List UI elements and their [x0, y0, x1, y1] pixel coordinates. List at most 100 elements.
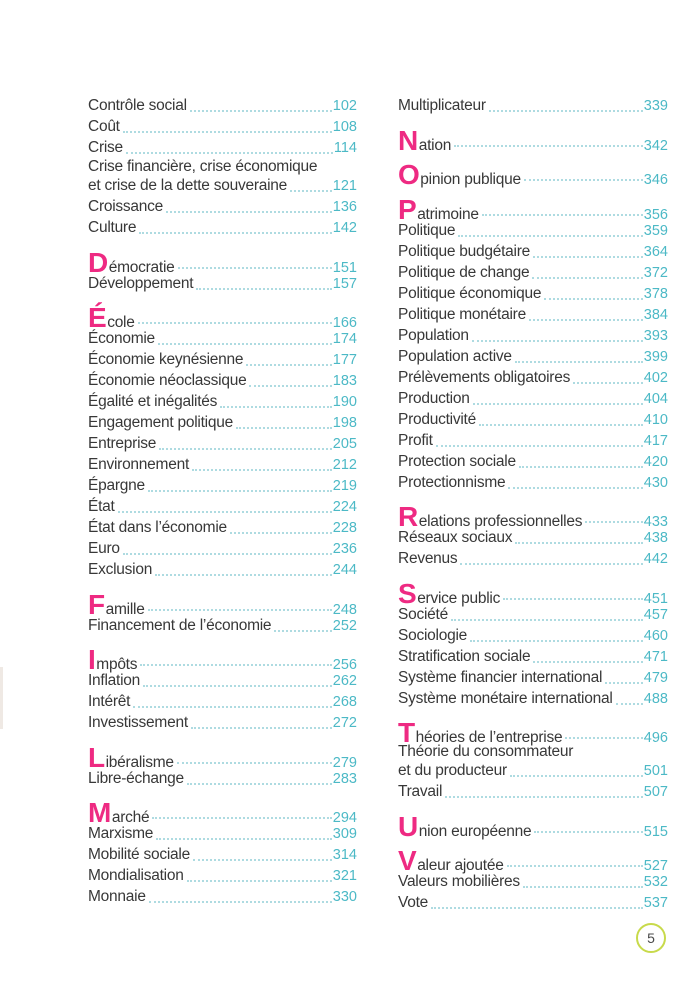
toc-entry[interactable]: Profit 417: [398, 430, 668, 451]
toc-entry[interactable]: Production 404: [398, 388, 668, 409]
dotted-leader: [229, 532, 332, 534]
toc-entry[interactable]: Marché 294: [88, 799, 357, 827]
toc-entry[interactable]: Relations professionnelles 433: [398, 503, 668, 531]
toc-entry-line1: Crise financière, crise économique: [88, 158, 357, 175]
dotted-leader: [140, 664, 332, 666]
toc-entry[interactable]: Entreprise 205: [88, 433, 357, 454]
toc-entry[interactable]: Population active 399: [398, 346, 668, 367]
toc-entry[interactable]: Euro 236: [88, 538, 357, 559]
toc-entry[interactable]: Société 457: [398, 604, 668, 625]
toc-entry[interactable]: Famille 248: [88, 590, 357, 618]
toc-entry[interactable]: Valeurs mobilières 532: [398, 871, 668, 892]
toc-entry[interactable]: Environnement 212: [88, 454, 357, 475]
toc-entry[interactable]: Nation 342: [398, 126, 668, 154]
toc-section: Théories de l’entreprise 496 Théorie du co…: [398, 719, 668, 802]
toc-entry[interactable]: Libre-échange 283: [88, 768, 357, 789]
toc-entry[interactable]: Revenus 442: [398, 548, 668, 569]
dotted-leader: [177, 266, 332, 269]
toc-entry[interactable]: Intérêt 268: [88, 691, 357, 712]
toc-entry[interactable]: Théories de l’entreprise 496: [398, 719, 668, 747]
toc-entry[interactable]: Multiplicateur 339: [398, 95, 668, 116]
toc-entry[interactable]: Travail 507: [398, 781, 668, 802]
entry-label-rest: pinion publique: [420, 171, 521, 188]
dotted-leader: [573, 381, 643, 384]
toc-entry[interactable]: Croissance 136: [88, 196, 357, 217]
toc-entry[interactable]: École 166: [88, 304, 357, 332]
toc-entry[interactable]: Politique monétaire 384: [398, 304, 668, 325]
entry-label: Service public: [398, 579, 500, 609]
toc-entry[interactable]: Système financier international 479: [398, 667, 668, 688]
toc-entry[interactable]: Valeur ajoutée 527: [398, 847, 668, 875]
toc-section: Libéralisme 279 Libre-échange 283: [88, 743, 357, 789]
toc-entry[interactable]: Prélèvements obligatoires 402: [398, 367, 668, 388]
toc-entry[interactable]: État dans l’économie 228: [88, 517, 357, 538]
entry-label: Famille: [88, 590, 145, 620]
toc-entry[interactable]: Patrimoine 356: [398, 195, 668, 223]
section-initial-letter: R: [398, 501, 419, 532]
toc-entry[interactable]: Inflation 262: [88, 670, 357, 691]
toc-entry[interactable]: Politique 359: [398, 220, 668, 241]
toc-entry[interactable]: Mondialisation 321: [88, 865, 357, 886]
toc-entry[interactable]: Productivité 410: [398, 409, 668, 430]
entry-page-number: 384: [643, 306, 668, 323]
page-number: 5: [647, 930, 655, 946]
toc-entry[interactable]: Marxisme 309: [88, 823, 357, 844]
toc-entry[interactable]: Système monétaire international 488: [398, 688, 668, 709]
toc-entry[interactable]: Service public 451: [398, 579, 668, 607]
entry-label: Marché: [88, 799, 150, 828]
toc-entry[interactable]: Union européenne 515: [398, 812, 668, 840]
toc-entry[interactable]: Politique économique 378: [398, 283, 668, 304]
dotted-leader: [533, 255, 643, 258]
toc-entry[interactable]: Protection sociale 420: [398, 451, 668, 472]
toc-entry[interactable]: Sociologie 460: [398, 625, 668, 646]
entry-label: Revenus: [398, 550, 458, 567]
entry-label: Économie keynésienne: [88, 351, 244, 368]
dotted-leader: [544, 297, 643, 300]
toc-entry[interactable]: Monnaie 330: [88, 886, 357, 907]
page-edge-tab: [0, 667, 3, 729]
dotted-leader: [532, 276, 643, 279]
dotted-leader: [159, 448, 332, 450]
toc-entry[interactable]: Développement 157: [88, 273, 357, 294]
toc-entry[interactable]: Libéralisme 279: [88, 743, 357, 771]
toc-entry[interactable]: Mobilité sociale 314: [88, 844, 357, 865]
toc-entry[interactable]: Opinion publique 346: [398, 161, 668, 189]
toc-entry[interactable]: Économie néoclassique 183: [88, 370, 357, 391]
toc-entry[interactable]: Engagement politique 198: [88, 412, 357, 433]
toc-entry[interactable]: Impôts 256: [88, 646, 357, 674]
toc-entry[interactable]: Démocratie 151: [88, 248, 357, 276]
toc-columns: Contrôle social 102 Coût 108 Crise 114 Crise f…: [88, 95, 668, 913]
toc-entry[interactable]: Économie keynésienne 177: [88, 349, 357, 370]
toc-entry[interactable]: et crise de la dette souveraine 121: [88, 175, 357, 196]
entry-label: Libéralisme: [88, 743, 174, 773]
dotted-leader: [478, 423, 643, 426]
entry-page-number: 174: [332, 331, 357, 347]
toc-entry[interactable]: Population 393: [398, 325, 668, 346]
toc-entry[interactable]: Épargne 219: [88, 475, 357, 496]
entry-label: Multiplicateur: [398, 97, 486, 114]
entry-page-number: 205: [332, 436, 357, 452]
toc-entry[interactable]: Égalité et inégalités 190: [88, 391, 357, 412]
toc-entry[interactable]: Crise 114: [88, 137, 357, 158]
toc-entry[interactable]: Vote 537: [398, 892, 668, 913]
entry-page-number: 438: [643, 530, 668, 546]
toc-entry[interactable]: Culture 142: [88, 217, 357, 238]
toc-entry[interactable]: Exclusion 244: [88, 559, 357, 580]
dotted-leader: [274, 629, 332, 632]
toc-entry[interactable]: Financement de l’économie 252: [88, 615, 357, 636]
toc-entry[interactable]: Réseaux sociaux 438: [398, 527, 668, 548]
toc-entry[interactable]: Protectionnisme 430: [398, 472, 668, 493]
toc-entry[interactable]: Politique de change 372: [398, 262, 668, 283]
toc-entry[interactable]: Politique budgétaire 364: [398, 241, 668, 262]
toc-entry[interactable]: Stratification sociale 471: [398, 646, 668, 667]
entry-label: Contrôle social: [88, 97, 187, 114]
entry-page-number: 330: [332, 889, 357, 905]
entry-page-number: 532: [643, 874, 668, 890]
dotted-leader: [528, 318, 643, 321]
toc-entry[interactable]: Coût 108: [88, 116, 357, 137]
toc-entry[interactable]: Contrôle social 102: [88, 95, 357, 116]
toc-entry[interactable]: Investissement 272: [88, 712, 357, 733]
toc-entry[interactable]: État 224: [88, 496, 357, 517]
toc-entry[interactable]: et du producteur 501: [398, 760, 668, 781]
toc-entry[interactable]: Économie 174: [88, 328, 357, 349]
